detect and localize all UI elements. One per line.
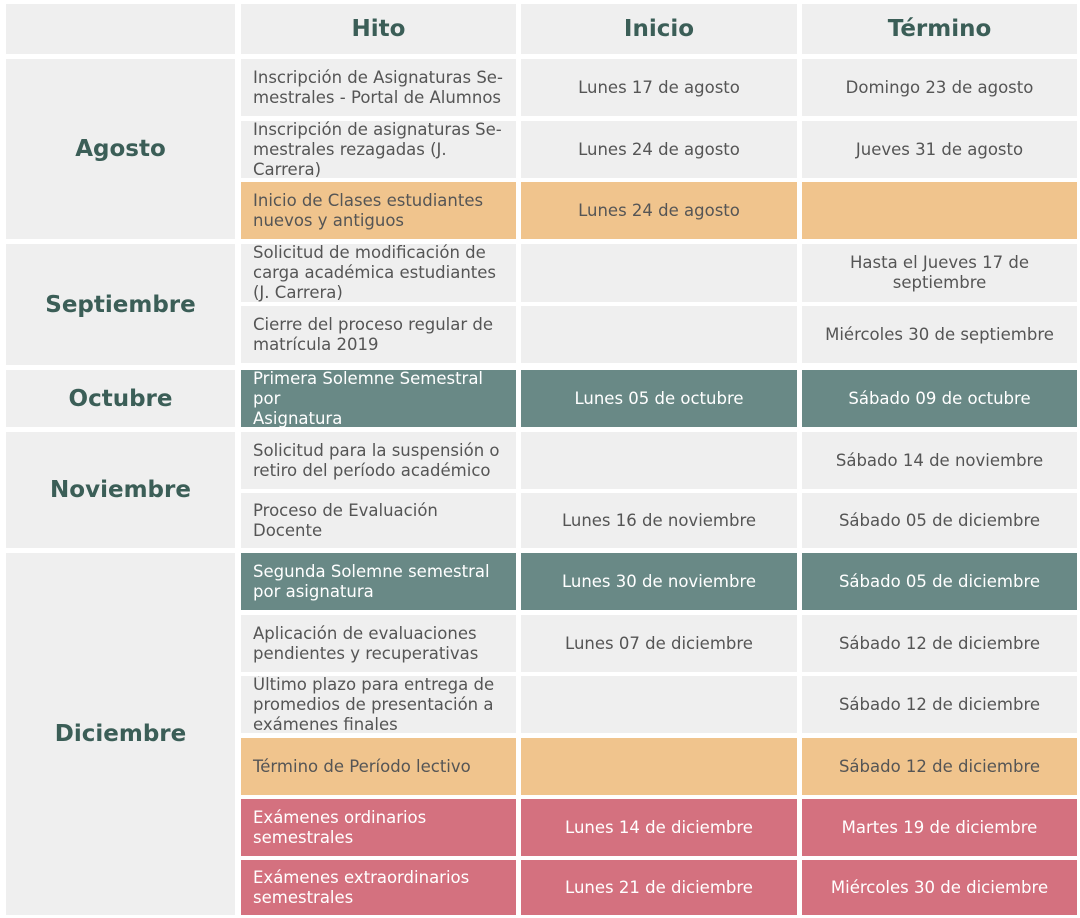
row-4-termino: Hasta el Jueves 17 de septiembre — [802, 244, 1077, 302]
row-14-hito-text: Exámenes extraordinarios semestrales — [253, 867, 470, 907]
row-9-inicio: Lunes 30 de noviembre — [521, 553, 797, 610]
row-7-termino: Sábado 14 de noviembre — [802, 432, 1077, 489]
row-5-hito-text: Cierre del proceso regular de matrícula … — [253, 314, 494, 354]
row-10-inicio-text: Lunes 07 de diciembre — [565, 633, 753, 653]
header-blank-cell — [6, 4, 235, 54]
row-5-termino-text: Miércoles 30 de septiembre — [825, 324, 1054, 344]
row-7-hito-text: Solicitud para la suspensión o retiro de… — [253, 440, 500, 480]
row-8-hito-text: Proceso de Evaluación Docente — [253, 500, 438, 540]
row-9-termino: Sábado 05 de diciembre — [802, 553, 1077, 610]
row-14-termino: Miércoles 30 de diciembre — [802, 860, 1077, 915]
row-3-hito: Inicio de Clases estudiantes nuevos y an… — [241, 182, 516, 239]
row-13-inicio-text: Lunes 14 de diciembre — [565, 817, 753, 837]
row-1-termino: Domingo 23 de agosto — [802, 59, 1077, 116]
row-1-inicio: Lunes 17 de agosto — [521, 59, 797, 116]
row-14-hito: Exámenes extraordinarios semestrales — [241, 860, 516, 915]
row-5-termino: Miércoles 30 de septiembre — [802, 306, 1077, 363]
row-11-inicio — [521, 676, 797, 733]
row-9-inicio-text: Lunes 30 de noviembre — [561, 571, 757, 591]
row-5-hito: Cierre del proceso regular de matrícula … — [241, 306, 516, 363]
row-1-termino-text: Domingo 23 de agosto — [845, 77, 1034, 97]
row-4-hito-text: Solicitud de modificación de carga acadé… — [253, 244, 497, 302]
row-2-termino-text: Jueves 31 de agosto — [855, 139, 1024, 159]
row-11-hito: Último plazo para entrega de promedios d… — [241, 676, 516, 733]
row-10-hito: Aplicación de evaluaciones pendientes y … — [241, 615, 516, 672]
row-5-inicio — [521, 306, 797, 363]
month-diciembre: Diciembre — [6, 553, 235, 915]
row-10-termino: Sábado 12 de diciembre — [802, 615, 1077, 672]
row-13-termino-text: Martes 19 de diciembre — [841, 817, 1038, 837]
row-12-hito-text: Término de Período lectivo — [253, 756, 471, 776]
month-septiembre: Septiembre — [6, 244, 235, 365]
row-10-inicio: Lunes 07 de diciembre — [521, 615, 797, 672]
row-2-hito: Inscripción de asignaturas Se- mestrales… — [241, 121, 516, 178]
row-3-hito-text: Inicio de Clases estudiantes nuevos y an… — [253, 190, 484, 230]
row-12-termino-text: Sábado 12 de diciembre — [838, 756, 1041, 776]
row-4-hito: Solicitud de modificación de carga acadé… — [241, 244, 516, 302]
month-agosto: Agosto — [6, 59, 235, 239]
row-3-inicio-text: Lunes 24 de agosto — [578, 200, 740, 220]
row-6-hito: Primera Solemne Semestral por Asignatura — [241, 370, 516, 427]
row-8-hito: Proceso de Evaluación Docente — [241, 493, 516, 548]
row-1-hito: Inscripción de Asignaturas Se- mestrales… — [241, 59, 516, 116]
row-6-inicio: Lunes 05 de octubre — [521, 370, 797, 427]
row-8-termino: Sábado 05 de diciembre — [802, 493, 1077, 548]
row-2-inicio: Lunes 24 de agosto — [521, 121, 797, 178]
row-7-inicio — [521, 432, 797, 489]
row-11-hito-text: Último plazo para entrega de promedios d… — [253, 676, 495, 733]
row-9-termino-text: Sábado 05 de diciembre — [838, 571, 1041, 591]
row-8-inicio: Lunes 16 de noviembre — [521, 493, 797, 548]
row-12-termino: Sábado 12 de diciembre — [802, 738, 1077, 795]
row-11-termino: Sábado 12 de diciembre — [802, 676, 1077, 733]
row-4-termino-text: Hasta el Jueves 17 de septiembre — [849, 253, 1030, 292]
row-13-termino: Martes 19 de diciembre — [802, 799, 1077, 856]
row-2-inicio-text: Lunes 24 de agosto — [578, 139, 740, 159]
header-inicio: Inicio — [521, 4, 797, 54]
row-7-hito: Solicitud para la suspensión o retiro de… — [241, 432, 516, 489]
row-9-hito-text: Segunda Solemne semestral por asignatura — [253, 561, 490, 601]
row-6-hito-text: Primera Solemne Semestral por Asignatura — [253, 370, 484, 427]
row-3-inicio: Lunes 24 de agosto — [521, 182, 797, 239]
row-14-inicio-text: Lunes 21 de diciembre — [565, 877, 753, 897]
row-9-hito: Segunda Solemne semestral por asignatura — [241, 553, 516, 610]
row-10-hito-text: Aplicación de evaluaciones pendientes y … — [253, 623, 479, 663]
row-14-inicio: Lunes 21 de diciembre — [521, 860, 797, 915]
row-14-termino-text: Miércoles 30 de diciembre — [830, 877, 1049, 897]
row-8-termino-text: Sábado 05 de diciembre — [838, 510, 1041, 530]
row-13-inicio: Lunes 14 de diciembre — [521, 799, 797, 856]
row-10-termino-text: Sábado 12 de diciembre — [838, 633, 1041, 653]
row-1-inicio-text: Lunes 17 de agosto — [578, 77, 740, 97]
row-11-termino-text: Sábado 12 de diciembre — [838, 694, 1041, 714]
row-1-hito-text: Inscripción de Asignaturas Se- mestrales… — [253, 67, 503, 107]
row-13-hito: Exámenes ordinarios semestrales — [241, 799, 516, 856]
row-2-termino: Jueves 31 de agosto — [802, 121, 1077, 178]
row-4-inicio — [521, 244, 797, 302]
header-termino: Término — [802, 4, 1077, 54]
row-6-termino-text: Sábado 09 de octubre — [848, 388, 1031, 408]
row-12-inicio — [521, 738, 797, 795]
row-2-hito-text: Inscripción de asignaturas Se- mestrales… — [253, 121, 502, 178]
row-6-inicio-text: Lunes 05 de octubre — [574, 388, 744, 408]
row-8-inicio-text: Lunes 16 de noviembre — [561, 510, 757, 530]
row-6-termino: Sábado 09 de octubre — [802, 370, 1077, 427]
row-13-hito-text: Exámenes ordinarios semestrales — [253, 807, 427, 847]
month-noviembre: Noviembre — [6, 432, 235, 548]
row-12-hito: Término de Período lectivo — [241, 738, 516, 795]
header-hito: Hito — [241, 4, 516, 54]
row-7-termino-text: Sábado 14 de noviembre — [835, 450, 1044, 470]
row-3-termino — [802, 182, 1077, 239]
month-octubre: Octubre — [6, 370, 235, 427]
